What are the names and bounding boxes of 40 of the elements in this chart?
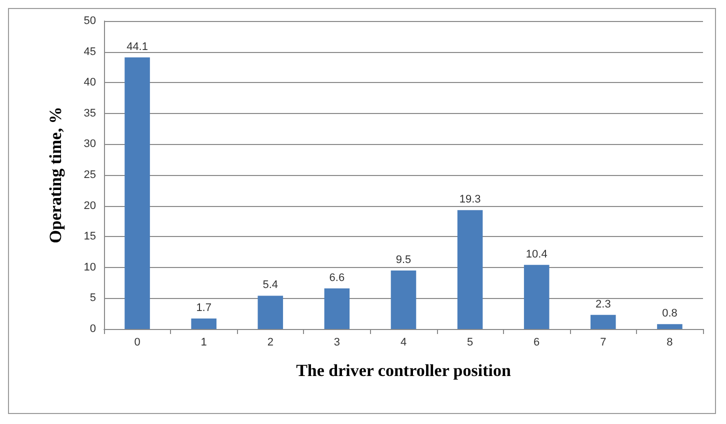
bar [524, 264, 550, 329]
y-tick-label: 15 [84, 230, 96, 243]
y-tick-label: 10 [84, 261, 96, 274]
x-tick-label: 6 [534, 336, 540, 348]
data-label: 1.7 [196, 302, 212, 314]
bar [258, 296, 284, 329]
bar [124, 57, 150, 329]
data-label: 6.6 [329, 272, 345, 284]
x-tick-label: 0 [134, 336, 140, 348]
x-tick-label: 7 [600, 336, 606, 348]
y-tick-label: 45 [84, 46, 96, 58]
x-tick-label: 3 [334, 336, 340, 348]
y-tick-label: 5 [90, 292, 96, 304]
data-label: 5.4 [262, 279, 278, 292]
data-label: 2.3 [596, 298, 611, 310]
y-tick-label: 40 [84, 76, 96, 89]
data-label: 0.8 [662, 308, 678, 320]
data-label: 19.3 [459, 194, 481, 206]
bar [390, 270, 416, 329]
bar [657, 324, 682, 329]
data-label: 9.5 [396, 254, 412, 266]
y-tick-label: 20 [84, 200, 96, 212]
bar [457, 210, 483, 329]
y-tick-label: 35 [84, 107, 96, 120]
bar [590, 314, 616, 329]
x-tick-label: 1 [200, 336, 207, 348]
y-tick-label: 30 [84, 138, 96, 150]
bar [324, 288, 350, 329]
x-tick-label: 5 [466, 336, 474, 348]
x-tick-label: 8 [666, 336, 673, 348]
x-tick-label: 2 [267, 336, 274, 348]
data-label: 10.4 [526, 248, 548, 260]
y-tick-label: 25 [84, 169, 96, 181]
bar [191, 318, 216, 329]
x-axis-title: The driver controller position [296, 361, 512, 380]
y-axis-title: Operating time, % [46, 106, 65, 244]
y-tick-label: 50 [84, 15, 96, 27]
data-label: 44.1 [126, 40, 148, 53]
y-tick-label: 0 [90, 323, 96, 335]
x-tick-label: 4 [400, 336, 407, 348]
